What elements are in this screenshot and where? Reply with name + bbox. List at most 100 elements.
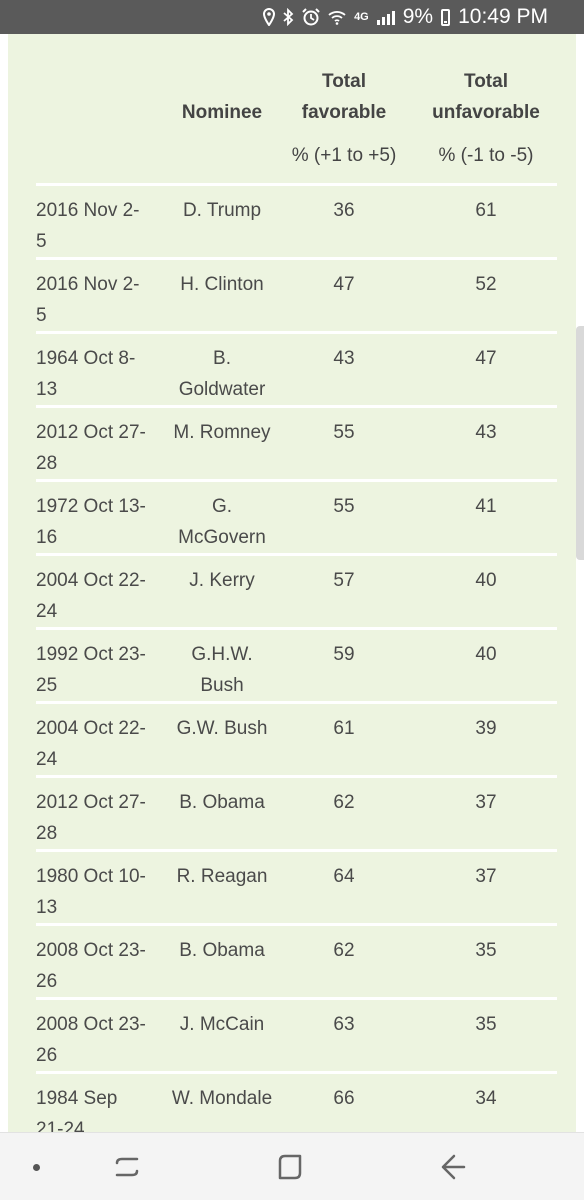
table-row: 1964 Oct 8- 13 B. Goldwater 43 47: [36, 332, 557, 408]
table-row: 1980 Oct 10- 13 R. Reagan 64 37: [36, 850, 557, 926]
favorable-header-sub: % (+1 to +5): [291, 145, 397, 166]
table-row: 2004 Oct 22- 24 J. Kerry 57 40: [36, 554, 557, 630]
date-cell: 1992 Oct 23- 25: [36, 628, 171, 704]
favorable-cell: 63: [273, 998, 415, 1074]
nominee-cell: B. Obama: [171, 924, 273, 1000]
favorable-header-line1: Total: [322, 71, 366, 92]
unfavorable-cell: 35: [415, 924, 557, 1000]
table-row: 2008 Oct 23- 26 B. Obama 62 35: [36, 924, 557, 1000]
nominee-cell: D. Trump: [171, 184, 273, 260]
favorable-cell: 62: [273, 776, 415, 852]
date-cell: 1972 Oct 13- 16: [36, 480, 171, 556]
nominee-cell: J. Kerry: [171, 554, 273, 630]
nominee-line1: B. Obama: [179, 792, 265, 813]
table-row: 2004 Oct 22- 24 G.W. Bush 61 39: [36, 702, 557, 778]
date-line2: 21-24: [36, 1119, 85, 1132]
favorable-cell: 59: [273, 628, 415, 704]
unfavorable-cell: 52: [415, 258, 557, 334]
unfavorable-cell: 41: [415, 480, 557, 556]
unfavorable-cell: 61: [415, 184, 557, 260]
date-cell: 1964 Oct 8- 13: [36, 332, 171, 408]
nominee-cell: G.H.W. Bush: [171, 628, 273, 704]
nominee-cell: W. Mondale: [171, 1072, 273, 1132]
recent-apps-icon[interactable]: [113, 1154, 141, 1180]
table-row: 1984 Sep 21-24 W. Mondale 66 34: [36, 1072, 557, 1132]
back-icon[interactable]: [440, 1153, 466, 1181]
favorability-table: Nominee Total favorable % (+1 to +5) Tot…: [36, 66, 557, 1132]
date-column-header: [36, 66, 171, 186]
nominee-line2: Bush: [200, 675, 244, 696]
date-line1: 1984 Sep: [36, 1088, 118, 1109]
date-line1: 2012 Oct 27-: [36, 422, 146, 443]
date-line1: 1964 Oct 8-: [36, 348, 136, 369]
nominee-cell: B. Obama: [171, 776, 273, 852]
date-line2: 13: [36, 379, 58, 400]
nominee-line1: B.: [213, 348, 231, 369]
unfavorable-cell: 39: [415, 702, 557, 778]
date-line2: 24: [36, 601, 58, 622]
table-row: 2012 Oct 27- 28 B. Obama 62 37: [36, 776, 557, 852]
date-line1: 1980 Oct 10-: [36, 866, 146, 887]
favorable-cell: 66: [273, 1072, 415, 1132]
favorable-cell: 62: [273, 924, 415, 1000]
unfavorable-header-line2: unfavorable: [432, 102, 540, 123]
date-line1: 2004 Oct 22-: [36, 718, 146, 739]
table-header-row: Nominee Total favorable % (+1 to +5) Tot…: [36, 66, 557, 186]
unfavorable-cell: 37: [415, 776, 557, 852]
date-line2: 26: [36, 971, 58, 992]
date-line1: 2004 Oct 22-: [36, 570, 146, 591]
scrollbar-thumb[interactable]: [576, 326, 584, 560]
date-line2: 13: [36, 897, 58, 918]
nominee-line1: M. Romney: [173, 422, 271, 443]
nominee-cell: G. McGovern: [171, 480, 273, 556]
nominee-line2: McGovern: [178, 527, 266, 548]
wifi-icon: [328, 11, 346, 25]
favorable-cell: 36: [273, 184, 415, 260]
table-row: 2016 Nov 2- 5 H. Clinton 47 52: [36, 258, 557, 334]
date-line1: 2008 Oct 23-: [36, 940, 146, 961]
favorable-cell: 47: [273, 258, 415, 334]
date-cell: 2008 Oct 23- 26: [36, 924, 171, 1000]
favorable-cell: 61: [273, 702, 415, 778]
date-cell: 2004 Oct 22- 24: [36, 702, 171, 778]
unfavorable-cell: 40: [415, 628, 557, 704]
nominee-column-header: Nominee: [171, 66, 273, 186]
nominee-line1: D. Trump: [182, 200, 262, 221]
nominee-line1: J. McCain: [179, 1014, 265, 1035]
nominee-line1: G.H.W.: [191, 644, 253, 665]
favorable-column-header: Total favorable % (+1 to +5): [273, 66, 415, 186]
nav-dot-icon[interactable]: [33, 1164, 40, 1171]
date-cell: 1984 Sep 21-24: [36, 1072, 171, 1132]
network-type-label: 4G: [354, 10, 369, 23]
navigation-bar: [0, 1132, 584, 1200]
nominee-line1: H. Clinton: [180, 274, 264, 295]
table-row: 2012 Oct 27- 28 M. Romney 55 43: [36, 406, 557, 482]
date-line2: 28: [36, 823, 58, 844]
unfavorable-cell: 40: [415, 554, 557, 630]
date-line2: 26: [36, 1045, 58, 1066]
favorable-cell: 64: [273, 850, 415, 926]
unfavorable-cell: 47: [415, 332, 557, 408]
favorable-cell: 57: [273, 554, 415, 630]
status-bar: 4G 9% 10:49 PM: [0, 0, 584, 34]
bluetooth-icon: [283, 8, 294, 26]
date-cell: 2016 Nov 2- 5: [36, 184, 171, 260]
date-cell: 2012 Oct 27- 28: [36, 776, 171, 852]
nominee-line2: Goldwater: [178, 379, 266, 400]
battery-icon: [441, 8, 451, 26]
favorable-cell: 43: [273, 332, 415, 408]
date-cell: 2004 Oct 22- 24: [36, 554, 171, 630]
nominee-line1: G.: [211, 496, 233, 517]
home-icon[interactable]: [277, 1153, 303, 1181]
date-cell: 2008 Oct 23- 26: [36, 998, 171, 1074]
clock-time: 10:49 PM: [458, 5, 548, 28]
table-row: 2008 Oct 23- 26 J. McCain 63 35: [36, 998, 557, 1074]
nominee-line1: J. Kerry: [189, 570, 255, 591]
nominee-line1: G.W. Bush: [176, 718, 268, 739]
nominee-line1: B. Obama: [179, 940, 265, 961]
table-body: 2016 Nov 2- 5 D. Trump 36 61 2016 Nov 2- 5 H. C…: [36, 184, 557, 1132]
unfavorable-header-line1: Total: [464, 71, 508, 92]
date-line2: 28: [36, 453, 58, 474]
location-icon: [263, 8, 276, 26]
date-line1: 1992 Oct 23-: [36, 644, 146, 665]
